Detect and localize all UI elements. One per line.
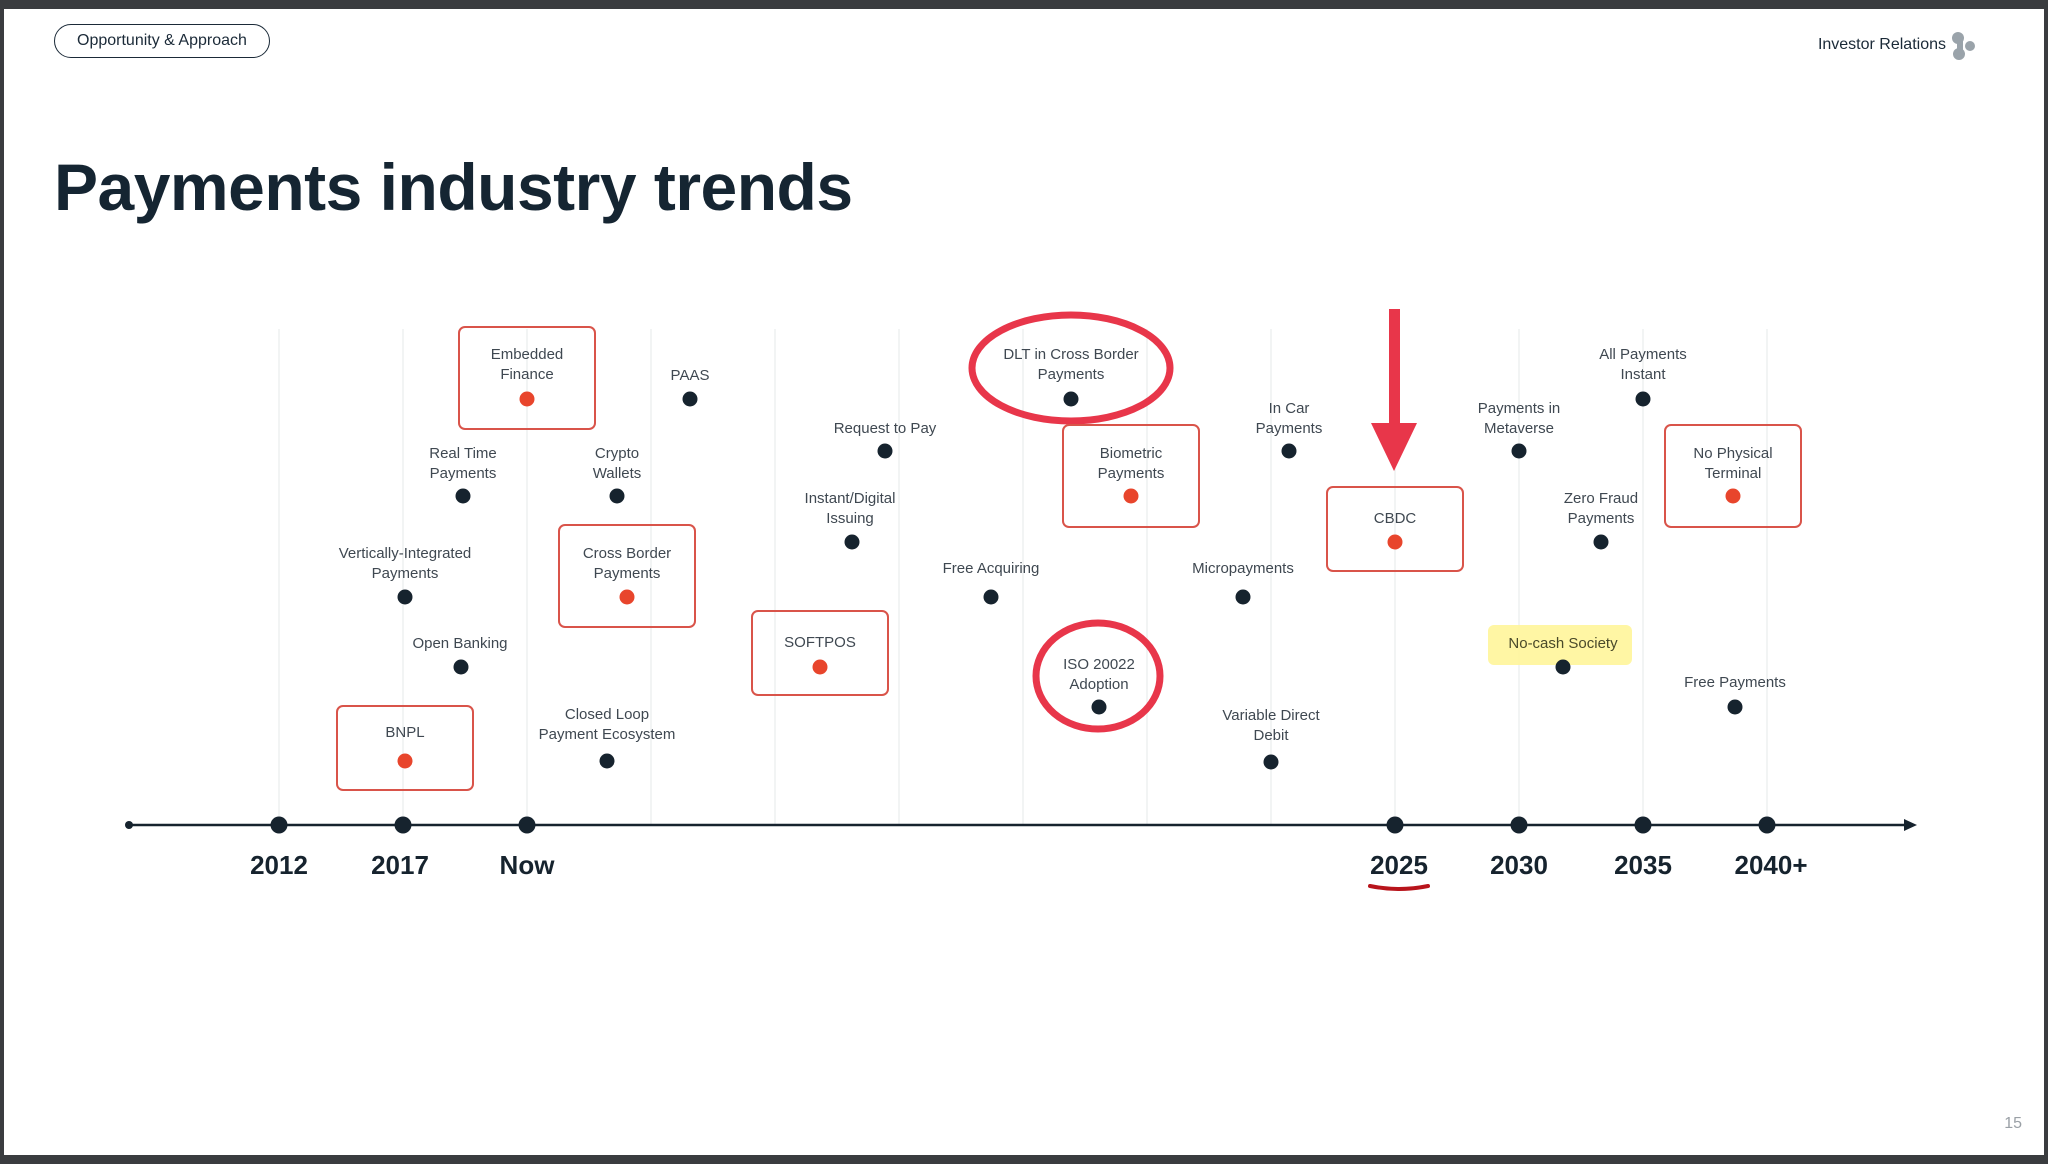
no-physical-terminal-dot xyxy=(1725,488,1741,504)
year-label: 2012 xyxy=(250,850,308,880)
instant-digital-issuing-label: Instant/Digital Issuing xyxy=(805,490,896,527)
year-tick-dot xyxy=(1510,816,1528,834)
year-label: 2035 xyxy=(1614,850,1672,880)
bnpl-label: BNPL xyxy=(385,724,424,741)
iso-20022-dot xyxy=(1091,699,1107,715)
paas-label: PAAS xyxy=(671,367,710,384)
zero-fraud-payments-dot xyxy=(1593,534,1609,550)
iso-20022-label: ISO 20022 Adoption xyxy=(1063,656,1135,693)
year-tick-dot xyxy=(270,816,288,834)
embedded-finance-dot xyxy=(519,391,535,407)
year-tick-dot xyxy=(1758,816,1776,834)
free-payments-dot xyxy=(1727,699,1743,715)
page-title: Payments industry trends xyxy=(54,150,853,224)
open-banking-dot xyxy=(453,659,469,675)
year-label: 2040+ xyxy=(1734,850,1807,880)
in-car-payments-label: In Car Payments xyxy=(1256,400,1323,437)
request-to-pay-label: Request to Pay xyxy=(834,420,937,437)
year-label: 2025 xyxy=(1370,850,1428,880)
cross-border-payments-box xyxy=(558,524,696,628)
all-payments-instant-label: All Payments Instant xyxy=(1599,346,1687,383)
variable-direct-debit-dot xyxy=(1263,754,1279,770)
year-tick-dot xyxy=(518,816,536,834)
in-car-payments-dot xyxy=(1281,443,1297,459)
brand-text: Investor Relations xyxy=(1817,36,1946,53)
no-cash-society-label: No-cash Society xyxy=(1508,635,1618,652)
section-pill-button[interactable]: Opportunity & Approach xyxy=(54,24,270,58)
no-physical-terminal-label: No Physical Terminal xyxy=(1693,445,1772,482)
no-cash-society-dot xyxy=(1555,659,1571,675)
free-payments-label: Free Payments xyxy=(1684,674,1786,691)
no-cash-society-highlight xyxy=(1488,625,1632,665)
no-physical-terminal-box xyxy=(1664,424,1802,528)
softpos-dot xyxy=(812,659,828,675)
year-tick-dot xyxy=(1386,816,1404,834)
biometric-payments-box xyxy=(1062,424,1200,528)
iso-20022-circle xyxy=(1032,619,1164,733)
cross-border-payments-label: Cross Border Payments xyxy=(583,545,671,582)
year-tick-dot xyxy=(394,816,412,834)
zero-fraud-payments-label: Zero Fraud Payments xyxy=(1564,490,1638,527)
softpos-label: SOFTPOS xyxy=(784,634,856,651)
open-banking-label: Open Banking xyxy=(412,635,507,652)
micropayments-dot xyxy=(1235,589,1251,605)
bnpl-dot xyxy=(397,753,413,769)
dlt-cross-border-label: DLT in Cross Border Payments xyxy=(1003,346,1138,383)
embedded-finance-box xyxy=(458,326,596,430)
year-underline xyxy=(1368,884,1430,891)
softpos-box xyxy=(751,610,889,696)
free-acquiring-dot xyxy=(983,589,999,605)
slide: Opportunity & Approach Investor Relation… xyxy=(4,9,2044,1155)
dlt-cross-border-dot xyxy=(1063,391,1079,407)
bnpl-box xyxy=(336,705,474,791)
cbdc-label: CBDC xyxy=(1374,510,1417,527)
annotation-arrow-shaft xyxy=(1389,309,1400,427)
year-label: Now xyxy=(500,850,556,880)
cluster-dots-icon xyxy=(1952,32,1975,60)
real-time-payments-label: Real Time Payments xyxy=(429,445,497,482)
year-label: 2030 xyxy=(1490,850,1548,880)
cross-border-payments-dot xyxy=(619,589,635,605)
paas-dot xyxy=(682,391,698,407)
brand: Investor Relations xyxy=(1644,31,1984,61)
axis-start-dot xyxy=(125,821,133,829)
trends-timeline: 2012 2017 Now 2025 2030 2035 2040+ Embedded Fina… xyxy=(125,309,1917,891)
year-tick-dot xyxy=(1634,816,1652,834)
variable-direct-debit-label: Variable Direct Debit xyxy=(1222,707,1320,744)
biometric-payments-label: Biometric Payments xyxy=(1098,445,1165,482)
embedded-finance-label: Embedded Finance xyxy=(491,346,564,383)
closed-loop-dot xyxy=(599,753,615,769)
payments-in-metaverse-label: Payments in Metaverse xyxy=(1478,400,1561,437)
instant-digital-issuing-dot xyxy=(844,534,860,550)
all-payments-instant-dot xyxy=(1635,391,1651,407)
crypto-wallets-dot xyxy=(609,488,625,504)
annotation-arrow-head xyxy=(1371,423,1417,471)
axis-arrowhead xyxy=(1904,819,1917,831)
real-time-payments-dot xyxy=(455,488,471,504)
vertically-integrated-dot xyxy=(397,589,413,605)
page-number: 15 xyxy=(2004,1115,2022,1132)
dlt-cross-border-circle xyxy=(968,311,1174,425)
crypto-wallets-label: Crypto Wallets xyxy=(593,445,642,482)
cbdc-dot xyxy=(1387,534,1403,550)
cbdc-box xyxy=(1326,486,1464,572)
closed-loop-label: Closed Loop Payment Ecosystem xyxy=(539,706,676,743)
request-to-pay-dot xyxy=(877,443,893,459)
micropayments-label: Micropayments xyxy=(1192,560,1294,577)
year-label: 2017 xyxy=(371,850,429,880)
free-acquiring-label: Free Acquiring xyxy=(943,560,1040,577)
biometric-payments-dot xyxy=(1123,488,1139,504)
payments-in-metaverse-dot xyxy=(1511,443,1527,459)
vertically-integrated-label: Vertically-Integrated Payments xyxy=(339,545,472,582)
